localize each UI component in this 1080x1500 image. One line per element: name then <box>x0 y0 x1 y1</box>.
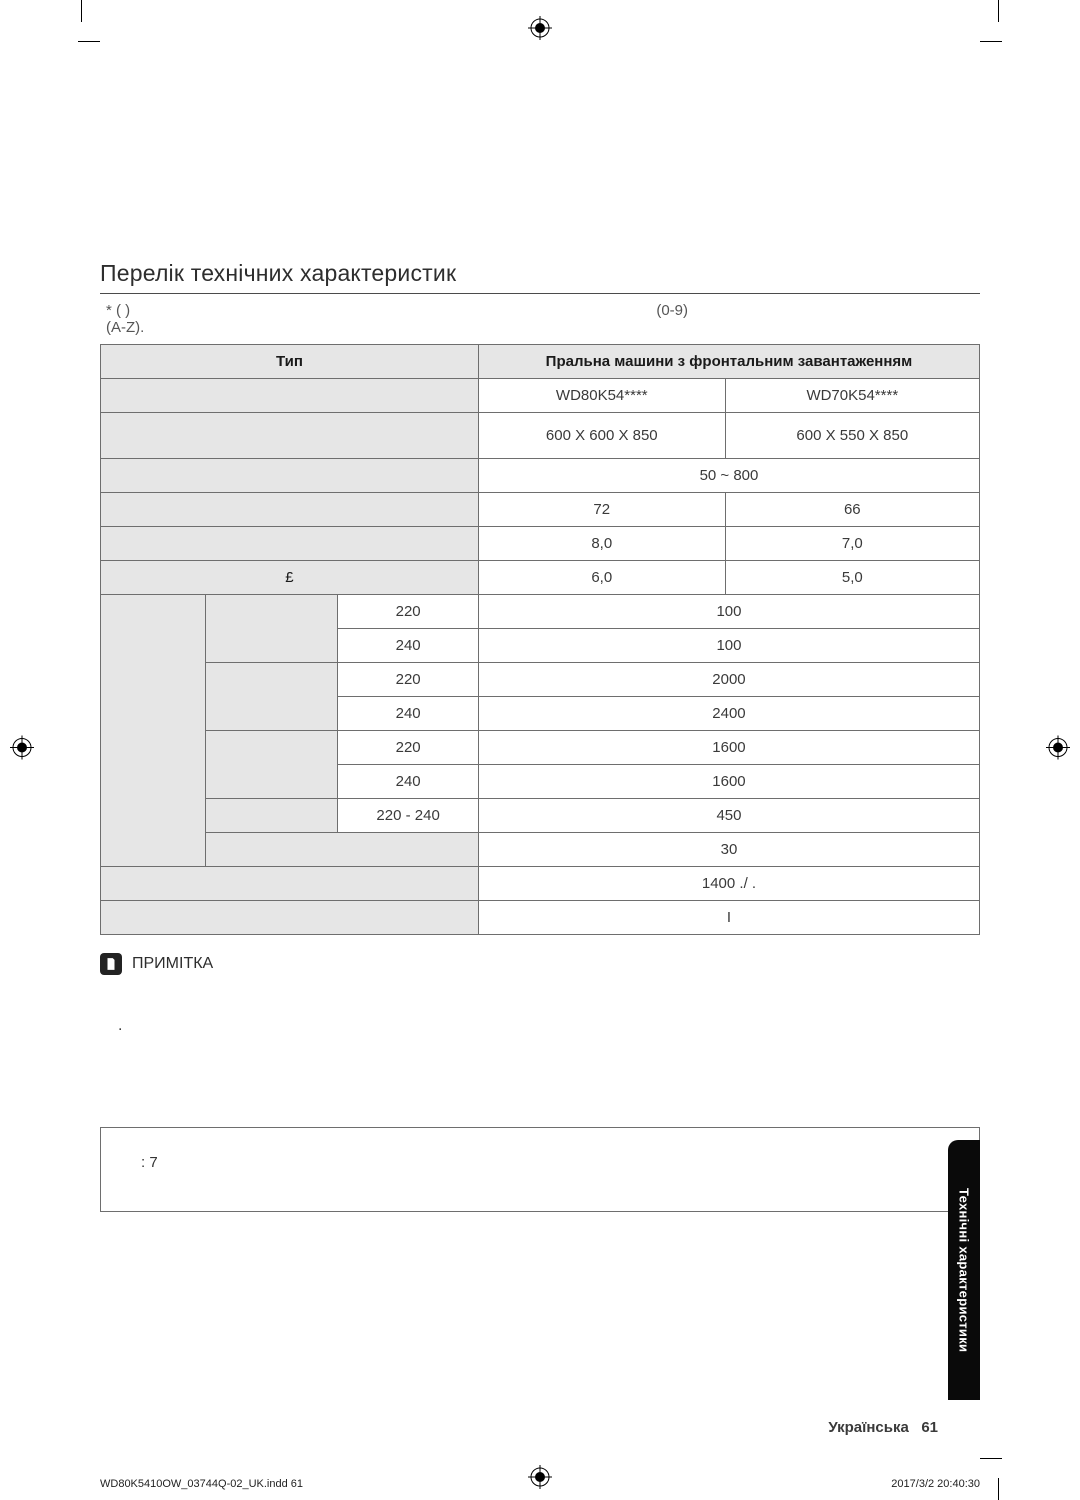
warranty-box: : 7 <box>100 1127 980 1212</box>
cell-v-d: 240 <box>338 697 479 731</box>
cell-class: I <box>478 901 979 935</box>
th-desc: Пральна машини з фронтальним завантаженн… <box>478 345 979 379</box>
subnote-left2: (A-Z). <box>106 319 144 336</box>
crop-mark <box>1000 1460 1040 1500</box>
cell-val-c: 2000 <box>478 663 979 697</box>
note-row: ПРИМІТКА <box>100 953 980 975</box>
cell-v-c: 220 <box>338 663 479 697</box>
row-sub-c <box>206 731 338 799</box>
cell-weight-2: 66 <box>725 493 979 527</box>
side-tab: Технічні характеристики <box>948 1140 980 1400</box>
cell-washcap-2: 7,0 <box>725 527 979 561</box>
cell-val-a: 100 <box>478 595 979 629</box>
cell-model-1: WD80K54**** <box>478 379 725 413</box>
cell-v-b: 240 <box>338 629 479 663</box>
row-sub-b <box>206 663 338 731</box>
cell-drycap-2: 5,0 <box>725 561 979 595</box>
cell-val-h: 30 <box>478 833 979 867</box>
reg-mark-right <box>1046 736 1070 765</box>
subnote: * ( ) (A-Z). (0-9) <box>106 302 980 336</box>
row-weight-label <box>101 493 479 527</box>
row-dims-label <box>101 413 479 459</box>
indd-right: 2017/3/2 20:40:30 <box>891 1478 980 1490</box>
cell-spin: 1400 ./ . <box>478 867 979 901</box>
row-pressure-label <box>101 459 479 493</box>
note-icon <box>100 953 122 975</box>
th-type: Тип <box>101 345 479 379</box>
cell-val-f: 1600 <box>478 765 979 799</box>
row-drycap-label: £ <box>101 561 479 595</box>
cell-v-e: 220 <box>338 731 479 765</box>
cell-pressure: 50 ~ 800 <box>478 459 979 493</box>
row-class-label <box>101 901 479 935</box>
row-power-group <box>101 595 206 867</box>
subnote-right: (0-9) <box>656 302 688 319</box>
warranty-text: : 7 <box>141 1154 959 1171</box>
row-spin-label <box>101 867 479 901</box>
cell-drycap-1: 6,0 <box>478 561 725 595</box>
content-area: Перелік технічних характеристик * ( ) (A… <box>100 260 980 1212</box>
row-sub-d <box>206 799 338 833</box>
cell-v-a: 220 <box>338 595 479 629</box>
row-sub-a <box>206 595 338 663</box>
cell-v-f: 240 <box>338 765 479 799</box>
row-sub-e <box>206 833 478 867</box>
spec-table: Тип Пральна машини з фронтальним заванта… <box>100 344 980 935</box>
indd-left: WD80K5410OW_03744Q-02_UK.indd 61 <box>100 1478 303 1490</box>
cell-dims-2: 600 X 550 X 850 <box>725 413 979 459</box>
crop-mark <box>1000 0 1040 40</box>
cell-weight-1: 72 <box>478 493 725 527</box>
reg-mark-bottom <box>528 1465 552 1494</box>
body-dot: . <box>118 1017 980 1035</box>
footer-page: 61 <box>921 1419 938 1436</box>
cell-v-g: 220 - 240 <box>338 799 479 833</box>
cell-dims-1: 600 X 600 X 850 <box>478 413 725 459</box>
footer-lang: Українська <box>828 1419 908 1436</box>
reg-mark-left <box>10 736 34 765</box>
cell-model-2: WD70K54**** <box>725 379 979 413</box>
section-title: Перелік технічних характеристик <box>100 260 980 294</box>
cell-val-e: 1600 <box>478 731 979 765</box>
cell-washcap-1: 8,0 <box>478 527 725 561</box>
crop-mark <box>40 0 80 40</box>
note-label: ПРИМІТКА <box>132 955 213 973</box>
page: Перелік технічних характеристик * ( ) (A… <box>100 40 980 1460</box>
footer: Українська 61 <box>828 1419 938 1436</box>
subnote-left: * ( ) <box>106 302 130 319</box>
cell-val-d: 2400 <box>478 697 979 731</box>
row-washcap-label <box>101 527 479 561</box>
row-model-label <box>101 379 479 413</box>
cell-val-b: 100 <box>478 629 979 663</box>
cell-val-g: 450 <box>478 799 979 833</box>
